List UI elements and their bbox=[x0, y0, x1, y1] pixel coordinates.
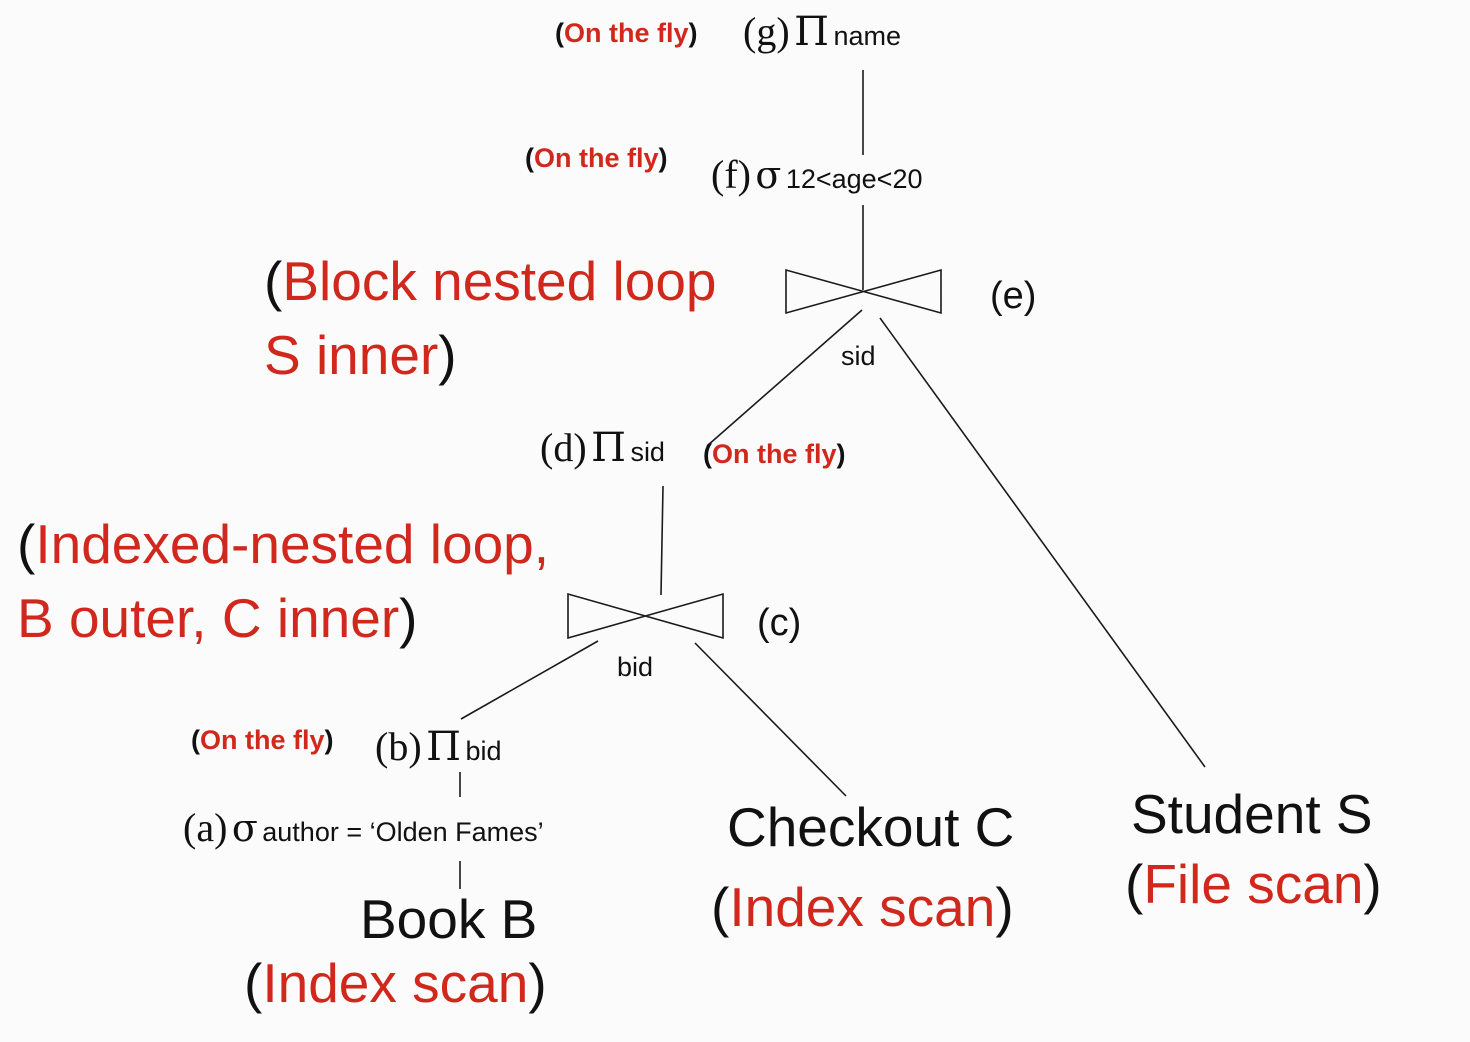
relation-book-access: (Index scan) bbox=[244, 952, 547, 1014]
projection-symbol: Π bbox=[426, 724, 461, 770]
relation-book-name: Book B bbox=[360, 888, 538, 950]
node-g-operator: (g) Π name bbox=[743, 9, 901, 55]
node-f-method: (On the fly) bbox=[525, 143, 668, 173]
node-d-subscript: sid bbox=[630, 437, 665, 467]
node-d-method: (On the fly) bbox=[703, 439, 846, 469]
relation-student-name: Student S bbox=[1131, 783, 1373, 845]
node-d-operator: (d) Π sid bbox=[540, 425, 665, 471]
projection-symbol: Π bbox=[591, 425, 626, 471]
node-e-method: (Block nested loop S inner) bbox=[264, 250, 717, 386]
join-symbol-e bbox=[785, 268, 942, 315]
node-c-method: (Indexed-nested loop, B outer, C inner) bbox=[17, 513, 550, 649]
node-a-operator: (a) σ author = ‘Olden Fames’ bbox=[183, 805, 544, 850]
selection-symbol: σ bbox=[755, 153, 782, 197]
node-f-operator: (f) σ 12<age<20 bbox=[711, 152, 923, 197]
edge-c-b bbox=[460, 640, 599, 720]
node-e-label: (e) bbox=[990, 275, 1037, 317]
node-a-subscript: author = ‘Olden Fames’ bbox=[262, 817, 544, 847]
edge-c-checkout bbox=[694, 642, 847, 797]
projection-symbol: Π bbox=[794, 9, 829, 55]
node-b-operator: (b) Π bid bbox=[375, 724, 502, 770]
selection-symbol: σ bbox=[231, 806, 258, 850]
relation-checkout-name: Checkout C bbox=[727, 796, 1015, 858]
node-g-subscript: name bbox=[833, 21, 901, 51]
relation-checkout-access: (Index scan) bbox=[711, 876, 1014, 938]
node-f-subscript: 12<age<20 bbox=[785, 164, 923, 194]
node-e-join-attribute: sid bbox=[841, 341, 876, 371]
node-c-label: (c) bbox=[757, 602, 802, 644]
edge-e-student bbox=[879, 317, 1206, 768]
node-c-join-attribute: bid bbox=[617, 652, 654, 682]
node-b-subscript: bid bbox=[465, 736, 502, 766]
node-b-method: (On the fly) bbox=[191, 725, 334, 755]
edge-e-d bbox=[706, 309, 863, 447]
node-g-method: (On the fly) bbox=[555, 18, 698, 48]
relation-student-access: (File scan) bbox=[1125, 853, 1382, 915]
join-symbol-c bbox=[567, 592, 724, 640]
edge-d-c bbox=[660, 485, 664, 596]
